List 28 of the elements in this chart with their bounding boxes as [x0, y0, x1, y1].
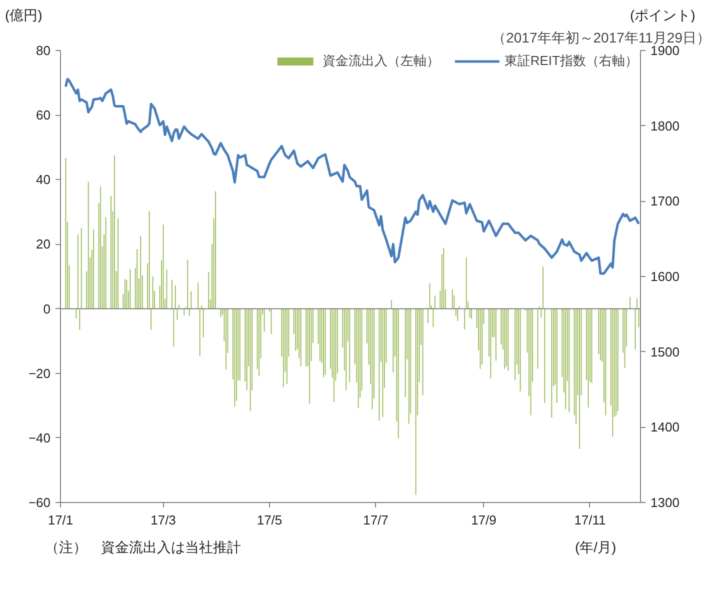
y-tick-label: −20: [28, 366, 51, 381]
y-tick-label: −60: [28, 495, 51, 510]
x-tick-label: 17/9: [471, 512, 496, 528]
y-axis-title: (億円): [5, 6, 42, 25]
x-tick-label: 17/11: [574, 512, 606, 528]
x-tick-label: 17/5: [256, 512, 282, 528]
y2-tick-label: 1400: [650, 420, 680, 435]
legend-label: 東証REIT指数（右軸）: [504, 52, 638, 70]
y-tick-label: 20: [36, 236, 51, 252]
y2-tick-label: 1500: [650, 344, 680, 360]
y-tick-label: 80: [36, 43, 51, 58]
x-tick-label: 17/7: [363, 512, 388, 528]
y2-axis-title: (ポイント): [630, 6, 696, 25]
y2-tick-label: 1300: [650, 495, 680, 510]
x-tick-label: 17/3: [150, 512, 176, 528]
y2-tick-label: 1600: [650, 269, 680, 284]
chart-subtitle: （2017年年初～2017年11月29日）: [492, 30, 711, 46]
y-tick-label: 60: [36, 108, 51, 123]
y2-tick-label: 1900: [650, 43, 680, 58]
y2-tick-label: 1800: [650, 118, 680, 134]
y-tick-label: −40: [28, 430, 51, 446]
x-tick-label: 17/1: [48, 512, 74, 528]
text: （注） 資金流出入は当社推計: [45, 538, 241, 557]
y-tick-label: 0: [43, 301, 51, 316]
y2-tick-label: 1700: [650, 194, 680, 209]
legend-label: 資金流出入（左軸）: [322, 52, 440, 70]
y-tick-label: 40: [36, 172, 51, 188]
x-axis-title: (年/月): [575, 538, 616, 557]
